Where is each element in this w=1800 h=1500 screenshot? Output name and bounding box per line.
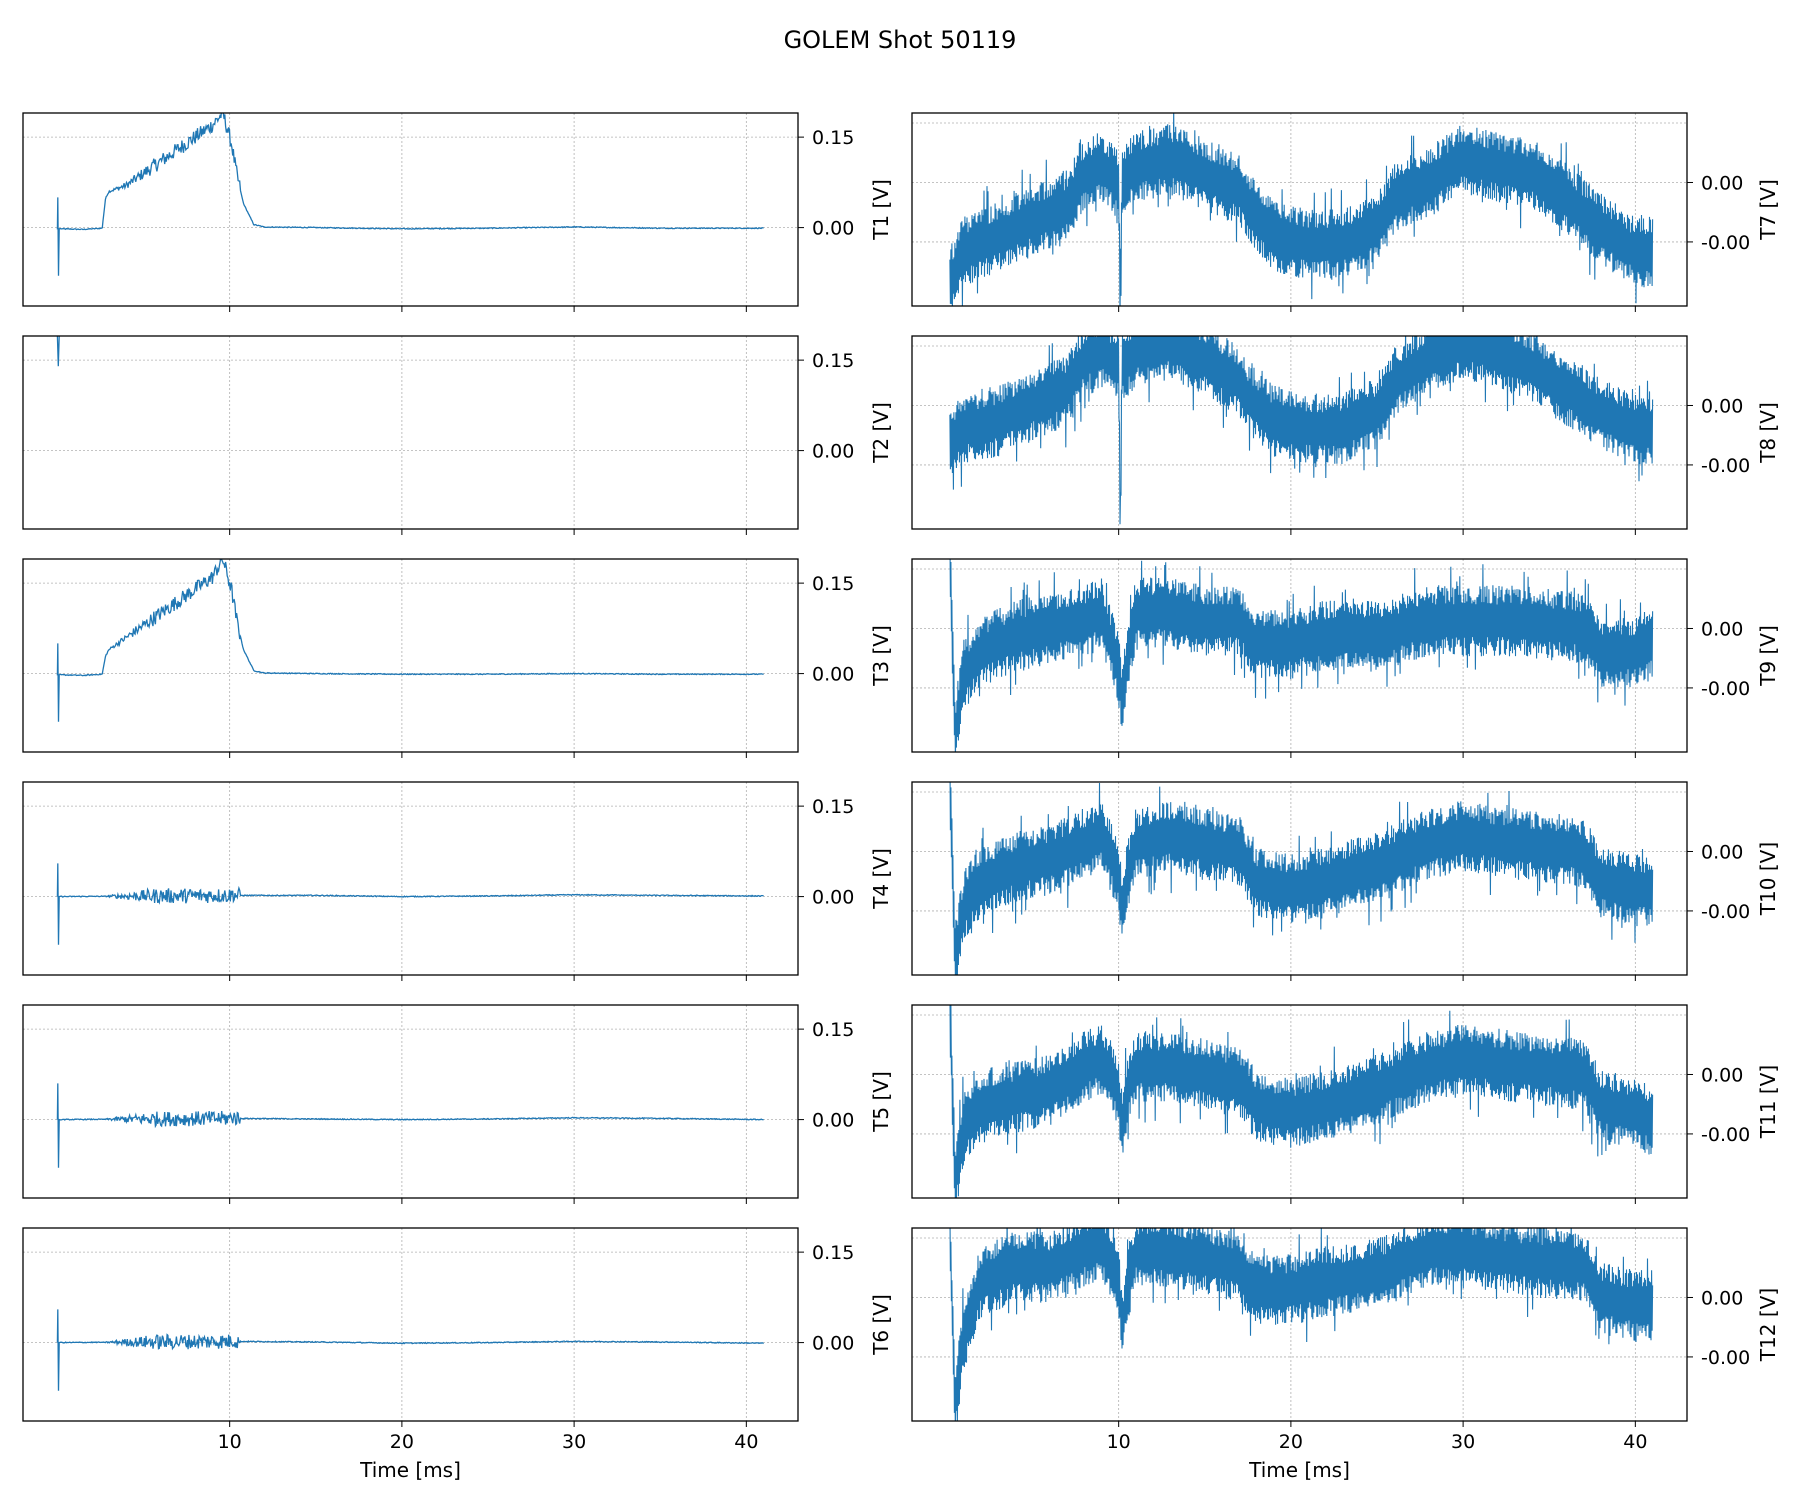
y-tick-label: 0.00 [812,664,854,686]
y-tick-label: 0.00 [812,1110,854,1132]
y-tick-label: 0.00 [1701,172,1743,194]
y-tick-label: 0.00 [1701,841,1743,863]
y-axis-label: T11 [V] [1756,1065,1780,1139]
x-tick-label: 20 [1279,1431,1303,1453]
x-tick-label: 40 [734,1431,758,1453]
axes-frame [22,1227,799,1422]
axes-frame [911,335,1688,530]
axes-frame [22,558,799,753]
subplots-grid: 0.15 0.00 T1 [V] 0.15 0.00 T2 [V] 0.15 0.00 T3 [… [22,112,1780,1482]
series-line-t2 [56,336,60,367]
y-axis-label: T1 [V] [869,179,893,241]
axes-frame [22,1004,799,1199]
subplot-t3: 0.15 0.00 T3 [V] [22,558,893,758]
x-tick-label: 10 [1107,1431,1131,1453]
y-axis-label: T7 [V] [1756,179,1780,241]
y-tick-label: 0.00 [1701,1287,1743,1309]
series-line-t6 [56,1309,764,1391]
subplot-t9: 0.00 -0.00 T9 [V] [911,558,1780,758]
y-tick-label: 0.15 [812,350,854,372]
axes-frame [22,112,799,307]
y-tick-label: -0.00 [1701,455,1750,477]
series-line-t12 [949,1228,1654,1421]
y-tick-label: 0.15 [812,1019,854,1041]
subplot-t7: 0.00 -0.00 T7 [V] [911,112,1780,312]
axes-frame [911,1004,1688,1199]
x-tick-label: 30 [1451,1431,1475,1453]
figure-title: GOLEM Shot 50119 [784,26,1017,54]
axes-frame [22,335,799,530]
y-axis-label: T3 [V] [869,625,893,687]
y-axis-label: T10 [V] [1756,842,1780,916]
subplot-t10: 0.00 -0.00 T10 [V] [911,781,1780,981]
y-tick-label: -0.00 [1701,232,1750,254]
series-line-t3 [56,559,764,722]
x-axis-label: Time [ms] [1248,1458,1350,1482]
y-tick-label: 0.00 [1701,618,1743,640]
x-tick-label: 40 [1623,1431,1647,1453]
series-line-t11 [949,1005,1654,1198]
axes-frame [911,1227,1688,1422]
series-line-t10 [949,782,1654,975]
subplot-t12: 10 20 30 40 Time [ms] 0.00 -0.00 T12 [V] [911,1227,1780,1482]
y-axis-label: T9 [V] [1756,625,1780,687]
axes-frame [22,781,799,976]
subplot-t4: 0.15 0.00 T4 [V] [22,781,893,981]
series-line-t8 [949,336,1654,525]
series-line-t9 [949,559,1654,752]
y-tick-label: -0.00 [1701,1347,1750,1369]
y-axis-label: T6 [V] [869,1294,893,1356]
series-line-t1 [56,113,764,276]
y-tick-label: 0.00 [812,887,854,909]
axes-frame [911,781,1688,976]
series-line-t5 [56,1083,764,1168]
y-axis-label: T5 [V] [869,1071,893,1133]
series-line-t4 [56,863,764,945]
subplot-t6: 10 20 30 40 Time [ms] 0.15 0.00 T6 [V] [22,1227,893,1482]
x-tick-label: 20 [390,1431,414,1453]
axes-frame [911,112,1688,307]
subplot-t5: 0.15 0.00 T5 [V] [22,1004,893,1204]
y-axis-label: T4 [V] [869,848,893,910]
axes-frame [911,558,1688,753]
subplot-t1: 0.15 0.00 T1 [V] [22,112,893,312]
x-tick-label: 30 [562,1431,586,1453]
subplot-t2: 0.15 0.00 T2 [V] [22,335,893,535]
y-tick-label: -0.00 [1701,678,1750,700]
x-tick-label: 10 [218,1431,242,1453]
y-tick-label: 0.15 [812,127,854,149]
subplot-t11: 0.00 -0.00 T11 [V] [911,1004,1780,1204]
y-tick-label: -0.00 [1701,1124,1750,1146]
y-axis-label: T8 [V] [1756,402,1780,464]
y-tick-label: -0.00 [1701,901,1750,923]
y-axis-label: T2 [V] [869,402,893,464]
x-axis-label: Time [ms] [359,1458,461,1482]
series-line-t7 [949,113,1654,306]
y-axis-label: T12 [V] [1756,1288,1780,1362]
y-tick-label: 0.15 [812,573,854,595]
y-tick-label: 0.00 [1701,395,1743,417]
y-tick-label: 0.15 [812,1242,854,1264]
y-tick-label: 0.00 [1701,1064,1743,1086]
y-tick-label: 0.00 [812,218,854,240]
subplot-t8: 0.00 -0.00 T8 [V] [911,335,1780,535]
y-tick-label: 0.00 [812,441,854,463]
y-tick-label: 0.15 [812,796,854,818]
y-tick-label: 0.00 [812,1333,854,1355]
